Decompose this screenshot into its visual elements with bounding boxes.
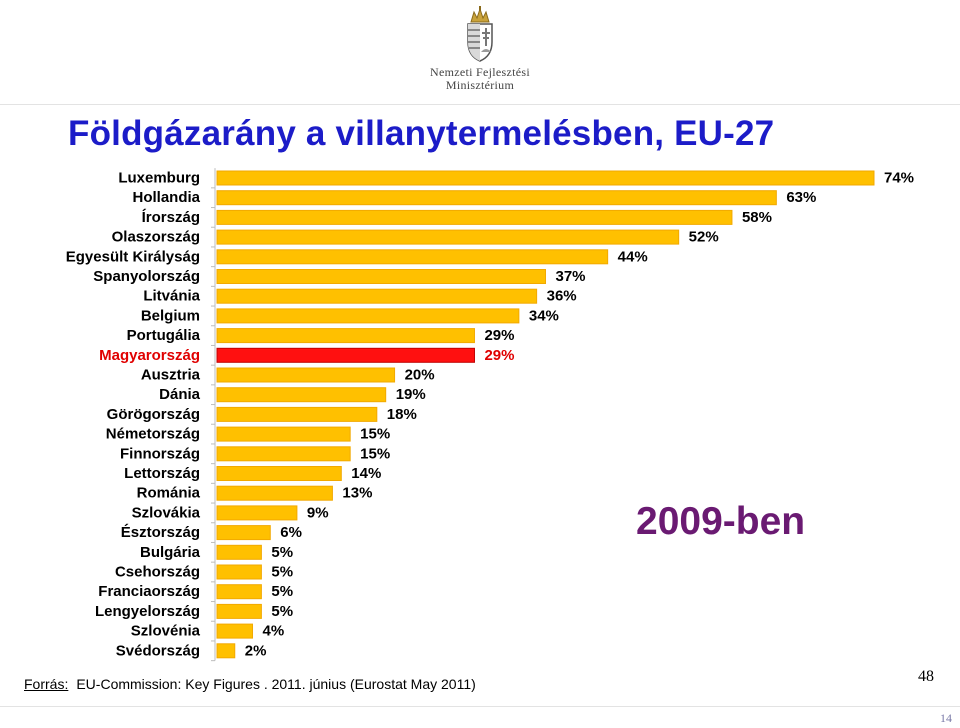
value-label: 14% (351, 465, 381, 482)
bar (216, 406, 378, 422)
bar (216, 623, 254, 639)
bar-chart: Luxemburg 74% Hollandia 63% Írország 58% Olasz… (66, 168, 914, 662)
bar (216, 466, 342, 481)
value-label: 19% (396, 386, 426, 403)
bar (216, 190, 777, 206)
year-label: 2009-ben (636, 500, 806, 543)
value-label: 2% (245, 642, 267, 659)
category-label: Ausztria (141, 367, 201, 384)
value-label: 4% (263, 623, 285, 640)
category-label: Finnország (120, 445, 200, 462)
category-label: Belgium (141, 307, 200, 324)
bar (216, 505, 298, 521)
category-label: Svédország (116, 642, 200, 659)
value-label: 9% (307, 504, 329, 521)
category-label: Franciaország (98, 583, 200, 600)
bar (216, 209, 733, 225)
bar (216, 485, 333, 501)
category-label: Lengyelország (95, 603, 200, 620)
value-label: 6% (280, 524, 302, 541)
category-label: Luxemburg (118, 170, 200, 187)
bar (216, 564, 262, 580)
value-label: 52% (689, 229, 719, 246)
bar (216, 288, 538, 304)
bar (216, 426, 351, 442)
value-label: 13% (342, 485, 372, 502)
page-number: 48 (918, 668, 934, 685)
footer-divider (0, 706, 960, 707)
value-label: 34% (529, 307, 559, 324)
value-label: 15% (360, 445, 390, 462)
category-label: Bulgária (140, 544, 201, 561)
category-label: Szlovénia (131, 623, 201, 640)
bar (216, 525, 271, 541)
category-label: Dánia (159, 386, 201, 403)
value-label: 5% (271, 544, 293, 561)
category-label: Észtország (121, 524, 200, 541)
value-label: 37% (556, 268, 586, 285)
slide-title: Földgázarány a villanytermelésben, EU-27 (68, 114, 775, 153)
category-label: Szlovákia (132, 504, 201, 521)
value-label: 29% (484, 347, 514, 364)
ministry-name: Nemzeti Fejlesztési Minisztérium (400, 66, 560, 92)
category-label: Írország (142, 209, 200, 226)
header-divider (0, 104, 960, 105)
ministry-line-2: Minisztérium (445, 78, 515, 92)
value-label: 44% (618, 248, 648, 265)
category-label: Románia (137, 485, 201, 502)
value-label: 63% (786, 189, 816, 206)
category-label: Németország (106, 426, 200, 443)
bar (216, 347, 475, 363)
bar (216, 328, 475, 344)
bar (216, 584, 262, 600)
category-label: Magyarország (99, 347, 200, 364)
bar (216, 603, 262, 619)
category-label: Portugália (127, 327, 201, 344)
coat-of-arms-icon (467, 6, 493, 62)
bar (216, 367, 396, 383)
category-label: Csehország (115, 564, 200, 581)
bar (216, 229, 680, 245)
bar (216, 249, 609, 265)
category-label: Lettország (124, 465, 200, 482)
category-label: Litvánia (143, 288, 200, 305)
value-label: 18% (387, 406, 417, 423)
value-label: 15% (360, 426, 390, 443)
ministry-line-1: Nemzeti Fejlesztési (429, 65, 530, 79)
bar (216, 544, 262, 560)
ministry-logo: Nemzeti Fejlesztési Minisztérium (400, 6, 560, 98)
bar (216, 446, 351, 462)
value-label: 5% (271, 603, 293, 620)
bar (216, 170, 875, 186)
category-label: Spanyolország (93, 268, 200, 285)
value-label: 20% (405, 367, 435, 384)
bar (216, 387, 387, 403)
value-label: 74% (884, 170, 914, 187)
category-label: Hollandia (132, 189, 200, 206)
footer-page-number: 14 (940, 711, 952, 725)
category-label: Görögország (107, 406, 200, 423)
category-label: Egyesült Királyság (66, 248, 200, 265)
bar (216, 643, 236, 659)
source-text: EU-Commission: Key Figures . 2011. júniu… (76, 676, 476, 692)
value-label: 58% (742, 209, 772, 226)
bar (216, 308, 520, 324)
bar (216, 269, 546, 284)
value-label: 36% (547, 288, 577, 305)
value-label: 5% (271, 583, 293, 600)
value-label: 29% (484, 327, 514, 344)
source-note: Forrás: EU-Commission: Key Figures . 2011… (24, 676, 476, 692)
category-label: Olaszország (112, 229, 200, 246)
value-label: 5% (271, 564, 293, 581)
source-label: Forrás: (24, 676, 69, 692)
